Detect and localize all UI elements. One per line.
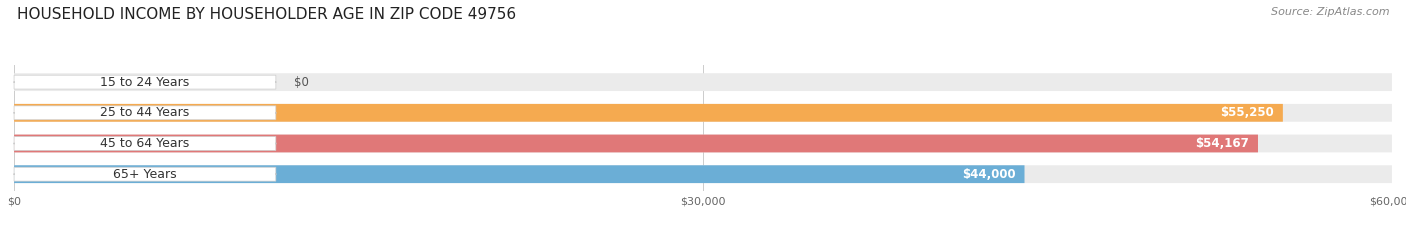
Text: $0: $0: [294, 76, 309, 89]
FancyBboxPatch shape: [14, 104, 1282, 122]
FancyBboxPatch shape: [14, 135, 1392, 152]
FancyBboxPatch shape: [14, 137, 276, 151]
FancyBboxPatch shape: [14, 75, 276, 89]
FancyBboxPatch shape: [14, 165, 1025, 183]
Text: 25 to 44 Years: 25 to 44 Years: [100, 106, 190, 119]
FancyBboxPatch shape: [14, 167, 276, 181]
Text: 15 to 24 Years: 15 to 24 Years: [100, 76, 190, 89]
Text: 45 to 64 Years: 45 to 64 Years: [100, 137, 190, 150]
Text: Source: ZipAtlas.com: Source: ZipAtlas.com: [1271, 7, 1389, 17]
FancyBboxPatch shape: [14, 106, 276, 120]
Text: $44,000: $44,000: [962, 168, 1015, 181]
Text: 65+ Years: 65+ Years: [112, 168, 177, 181]
Text: $55,250: $55,250: [1220, 106, 1274, 119]
FancyBboxPatch shape: [14, 135, 1258, 152]
FancyBboxPatch shape: [14, 104, 1392, 122]
FancyBboxPatch shape: [14, 73, 1392, 91]
Text: HOUSEHOLD INCOME BY HOUSEHOLDER AGE IN ZIP CODE 49756: HOUSEHOLD INCOME BY HOUSEHOLDER AGE IN Z…: [17, 7, 516, 22]
Text: $54,167: $54,167: [1195, 137, 1249, 150]
FancyBboxPatch shape: [14, 165, 1392, 183]
